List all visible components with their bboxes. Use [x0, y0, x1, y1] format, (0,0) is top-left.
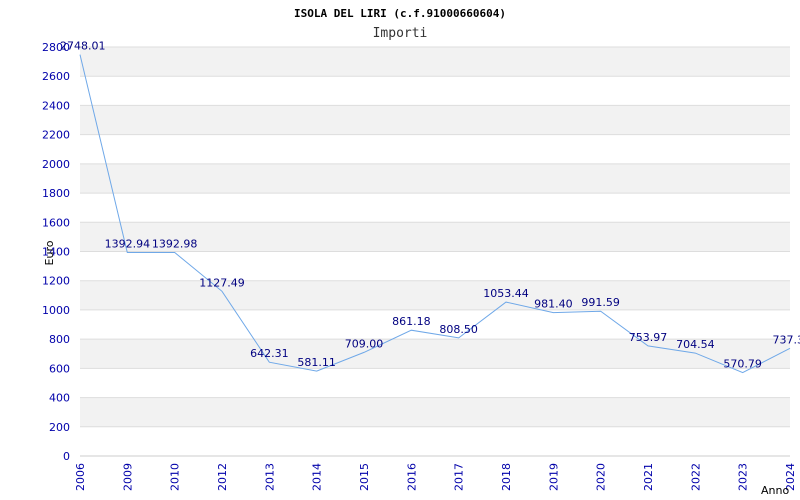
- x-tick-label: 2015: [358, 463, 371, 491]
- data-label: 570.79: [723, 358, 762, 371]
- y-tick-label: 0: [63, 450, 70, 463]
- y-tick-label: 1400: [42, 246, 70, 259]
- x-tick-label: 2009: [121, 463, 134, 491]
- x-axis-label: Anno: [761, 484, 789, 497]
- grid-band: [80, 251, 790, 281]
- y-tick-label: 200: [49, 421, 70, 434]
- data-labels: 2748.01 1392.94 1392.98 1127.49 642.31 581.11…: [60, 40, 800, 371]
- y-tick-label: 800: [49, 333, 70, 346]
- x-tick-label: 2023: [737, 463, 750, 491]
- grid-band: [80, 397, 790, 427]
- data-label: 581.11: [297, 356, 336, 369]
- chart-subtitle: Importi: [373, 26, 428, 41]
- x-tick-label: 2020: [595, 463, 608, 491]
- y-tick-label: 1600: [42, 216, 70, 229]
- x-tick-label: 2021: [642, 463, 655, 491]
- data-label: 2748.01: [60, 40, 106, 53]
- y-tick-label: 2200: [42, 129, 70, 142]
- grid-band: [80, 134, 790, 164]
- data-label: 709.00: [345, 337, 384, 350]
- x-tick-label: 2022: [689, 463, 702, 491]
- y-tick-label: 400: [49, 392, 70, 405]
- grid-band: [80, 163, 790, 194]
- y-tick-label: 600: [49, 362, 70, 375]
- y-tick-label: 2800: [42, 41, 70, 54]
- grid-band: [80, 105, 790, 135]
- data-label: 642.31: [250, 347, 289, 360]
- grid-band: [80, 280, 790, 310]
- gridlines: [80, 46, 790, 457]
- y-tick-label: 1800: [42, 187, 70, 200]
- x-tick-label: 2006: [74, 463, 87, 491]
- x-tick-label: 2017: [453, 463, 466, 491]
- data-label: 1053.44: [483, 287, 529, 300]
- grid-band: [80, 47, 790, 77]
- grid-band: [80, 222, 790, 252]
- data-label: 981.40: [534, 298, 573, 311]
- grid-band: [80, 339, 790, 369]
- data-label: 991.59: [581, 296, 620, 309]
- x-tick-label: 2012: [216, 463, 229, 491]
- data-label: 1127.49: [199, 276, 245, 289]
- series-line: [79, 54, 791, 374]
- grid-band: [80, 309, 790, 340]
- x-tick-label: 2013: [263, 463, 276, 491]
- x-axis-ticks: 2006 2009 2010 2012 2013 2014 2015 2016 2017 2018…: [74, 463, 797, 491]
- x-tick-label: 2010: [169, 463, 182, 491]
- data-label: 737.3: [773, 333, 800, 346]
- grid-band: [80, 368, 790, 398]
- data-label: 753.97: [629, 331, 668, 344]
- grid-band: [80, 426, 790, 456]
- y-tick-label: 2000: [42, 158, 70, 171]
- grid-band: [80, 76, 790, 106]
- data-label: 808.50: [439, 323, 478, 336]
- x-tick-label: 2018: [500, 463, 513, 491]
- x-tick-label: 2024: [784, 463, 797, 491]
- y-tick-label: 1000: [42, 304, 70, 317]
- y-tick-label: 2600: [42, 70, 70, 83]
- y-axis-label: Euro: [43, 240, 56, 265]
- y-tick-label: 1200: [42, 275, 70, 288]
- y-tick-label: 2400: [42, 99, 70, 112]
- data-label: 704.54: [676, 338, 715, 351]
- grid-band: [80, 193, 790, 223]
- data-label: 1392.94: [105, 238, 151, 251]
- x-tick-label: 2014: [311, 463, 324, 491]
- chart-title: ISOLA DEL LIRI (c.f.91000660604): [294, 7, 506, 20]
- data-label: 1392.98: [152, 238, 198, 251]
- y-axis-ticks: 0 200 400 600 800 1000 1200 1400 1600 1800 2000 220…: [42, 41, 70, 463]
- data-label: 861.18: [392, 315, 431, 328]
- x-tick-label: 2016: [405, 463, 418, 491]
- x-tick-label: 2019: [547, 463, 560, 491]
